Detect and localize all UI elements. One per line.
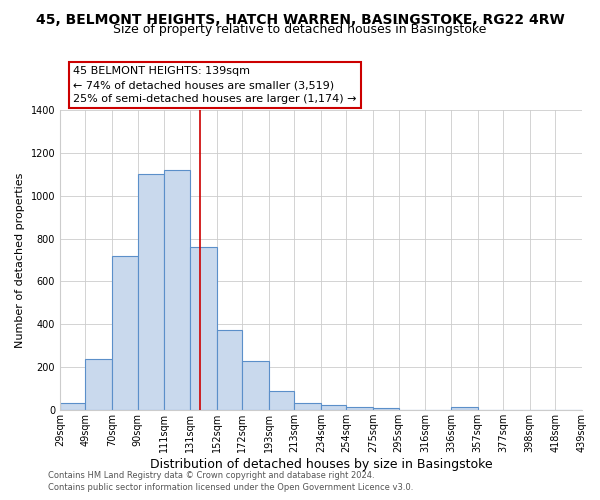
Bar — [451, 408, 478, 410]
Bar — [112, 256, 137, 410]
Bar — [242, 361, 269, 410]
Bar — [373, 408, 398, 410]
Text: Contains public sector information licensed under the Open Government Licence v3: Contains public sector information licen… — [48, 484, 413, 492]
Bar — [346, 407, 373, 410]
Bar — [85, 358, 112, 410]
Text: Contains HM Land Registry data © Crown copyright and database right 2024.: Contains HM Land Registry data © Crown c… — [48, 471, 374, 480]
X-axis label: Distribution of detached houses by size in Basingstoke: Distribution of detached houses by size … — [149, 458, 493, 471]
Bar — [190, 247, 217, 410]
Bar — [321, 406, 346, 410]
Bar — [217, 330, 242, 410]
Text: 45, BELMONT HEIGHTS, HATCH WARREN, BASINGSTOKE, RG22 4RW: 45, BELMONT HEIGHTS, HATCH WARREN, BASIN… — [35, 12, 565, 26]
Bar — [60, 402, 85, 410]
Bar — [137, 174, 164, 410]
Text: 45 BELMONT HEIGHTS: 139sqm
← 74% of detached houses are smaller (3,519)
25% of s: 45 BELMONT HEIGHTS: 139sqm ← 74% of deta… — [73, 66, 356, 104]
Bar — [269, 390, 294, 410]
Y-axis label: Number of detached properties: Number of detached properties — [15, 172, 25, 348]
Bar — [164, 170, 190, 410]
Text: Size of property relative to detached houses in Basingstoke: Size of property relative to detached ho… — [113, 22, 487, 36]
Bar — [294, 402, 321, 410]
